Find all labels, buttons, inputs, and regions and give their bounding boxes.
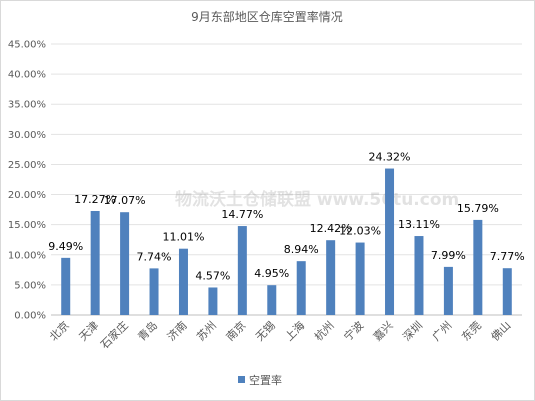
data-label: 17.27%	[74, 193, 116, 206]
x-tick-label: 石家庄	[97, 318, 130, 351]
x-tick-label: 东莞	[459, 319, 484, 344]
data-label: 7.99%	[431, 249, 466, 262]
y-axis: 0.00% 5.00% 10.00% 15.00% 20.00% 25.00% 30.00%…	[8, 40, 46, 322]
bar	[355, 242, 365, 315]
y-tick-label: 30.00%	[8, 130, 46, 141]
data-label: 9.49%	[48, 240, 83, 253]
data-label: 12.03%	[339, 225, 381, 238]
y-tick-label: 5.00%	[14, 280, 46, 291]
watermark-text: 物流沃土仓储联盟 www.56tu.com	[175, 189, 459, 210]
x-tick-label: 广州	[430, 319, 455, 344]
y-tick-label: 25.00%	[8, 160, 46, 171]
x-tick-label: 佛山	[489, 319, 514, 344]
data-label: 8.94%	[284, 243, 319, 256]
data-label: 4.57%	[195, 269, 230, 282]
x-tick-label: 苏州	[194, 319, 219, 344]
bar	[296, 261, 306, 315]
data-label: 7.77%	[490, 250, 525, 263]
data-label: 17.07%	[104, 194, 146, 207]
gridlines	[51, 43, 522, 316]
x-tick-label: 无锡	[252, 318, 277, 343]
x-tick-label: 北京	[46, 318, 71, 343]
bar	[120, 212, 130, 315]
chart-title: 9月东部地区仓库空置率情况	[191, 9, 343, 24]
x-tick-label: 济南	[164, 318, 189, 343]
x-tick-label: 嘉兴	[370, 318, 395, 343]
data-labels: 9.49% 17.27%17.07% 7.74% 11.01% 4.57% 14.77% 4…	[48, 151, 525, 283]
bar	[90, 210, 100, 315]
y-tick-label: 15.00%	[8, 220, 46, 231]
bar	[237, 226, 247, 315]
y-tick-label: 0.00%	[14, 311, 46, 322]
bar	[208, 287, 218, 315]
x-tick-label: 上海	[282, 318, 307, 343]
y-tick-label: 45.00%	[8, 40, 46, 51]
data-label: 14.77%	[221, 208, 263, 221]
bar	[414, 236, 424, 315]
bar	[149, 268, 159, 315]
data-label: 15.79%	[457, 202, 499, 215]
watermark-logo: 物流沃土仓储联盟 www.56tu.com	[175, 189, 459, 210]
x-tick-label: 天津	[77, 319, 102, 344]
data-label: 7.74%	[137, 250, 172, 263]
x-tick-label: 深圳	[400, 319, 425, 344]
data-label: 4.95%	[254, 267, 289, 280]
bar	[473, 219, 483, 315]
bar	[443, 266, 453, 315]
legend-label: 空置率	[249, 373, 282, 387]
x-tick-label: 杭州	[311, 318, 336, 343]
bar	[326, 240, 336, 315]
data-label: 24.32%	[369, 151, 411, 164]
bar-series	[61, 168, 512, 315]
data-label: 11.01%	[162, 231, 204, 244]
y-tick-label: 35.00%	[8, 100, 46, 111]
y-tick-label: 40.00%	[8, 70, 46, 81]
data-label: 12.42%	[310, 222, 352, 235]
y-tick-label: 20.00%	[8, 190, 46, 201]
x-tick-label: 青岛	[135, 318, 160, 343]
bar	[267, 285, 277, 315]
y-tick-label: 10.00%	[8, 250, 46, 261]
legend-swatch	[238, 376, 245, 383]
bar	[61, 257, 71, 315]
data-label: 13.11%	[398, 218, 440, 231]
bar	[385, 168, 395, 315]
x-tick-label: 南京	[223, 318, 248, 343]
bar	[502, 268, 512, 315]
x-tick-label: 宁波	[341, 318, 366, 343]
bar	[178, 248, 188, 315]
legend: 空置率	[238, 373, 282, 387]
